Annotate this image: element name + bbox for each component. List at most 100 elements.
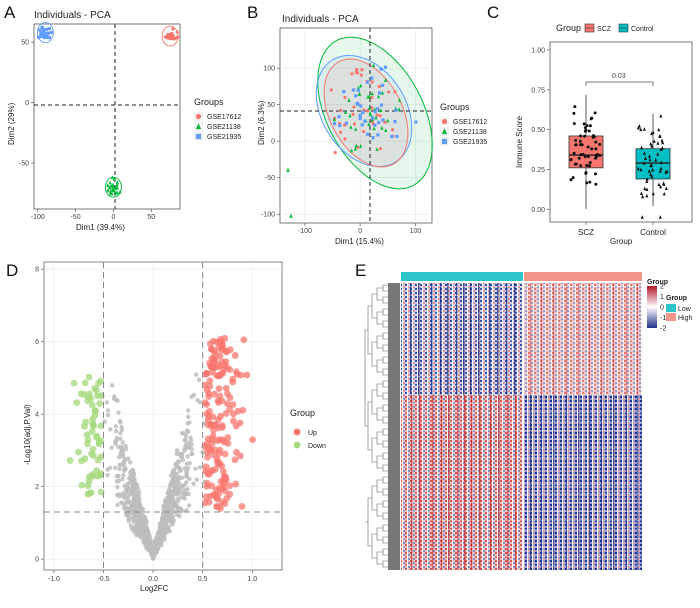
- volcano-point-up: [208, 364, 216, 371]
- pca-point: [374, 115, 378, 120]
- jitter-point: [642, 151, 646, 155]
- volcano-point: [155, 546, 161, 552]
- heatmap-row-divider: [401, 439, 642, 440]
- x-tick-label: -100: [298, 228, 312, 235]
- volcano-point-up: [229, 401, 237, 408]
- jitter-point: [656, 141, 660, 145]
- volcano-point: [107, 465, 113, 471]
- heatmap-stripe: [553, 283, 555, 395]
- volcano-point-up: [216, 392, 224, 400]
- volcano-point: [108, 427, 113, 432]
- box: [635, 148, 671, 180]
- jitter-point: [645, 177, 649, 181]
- volcano-point: [132, 507, 137, 512]
- points-a: [36, 22, 180, 198]
- pca-point: [349, 148, 354, 153]
- pca-point: [47, 35, 51, 40]
- volcano-point: [145, 530, 150, 535]
- annotation-legend-title-e: Group: [666, 295, 687, 302]
- jitter-point: [651, 191, 655, 196]
- volcano-point: [157, 521, 163, 527]
- volcano-point: [157, 536, 162, 541]
- y-tick-label: -50: [265, 175, 275, 182]
- legend-title-a: Groups: [194, 97, 224, 107]
- jitter-point: [659, 184, 663, 189]
- volcano-point-down: [66, 457, 74, 464]
- dendrogram-branch: [382, 332, 388, 340]
- legend-b: Groups GSE17612 GSE21138 GSE21935: [440, 102, 487, 146]
- volcano-point: [139, 508, 144, 513]
- pca-point: [106, 183, 110, 187]
- pca-point: [110, 185, 114, 189]
- y-tick-label: 4: [35, 412, 39, 419]
- jitter-point: [660, 146, 664, 150]
- volcano-point: [116, 410, 121, 415]
- jitter-point: [639, 127, 643, 132]
- jitter-point: [640, 145, 644, 150]
- volcano-point-down: [84, 440, 91, 448]
- volcano-point: [167, 511, 172, 516]
- heatmap-stripe: [498, 395, 500, 570]
- jitter-point: [571, 176, 575, 180]
- dendrogram-branch: [376, 359, 383, 373]
- heatmap-stripe: [553, 395, 555, 570]
- volcano-point: [113, 429, 119, 434]
- pca-point: [354, 127, 358, 131]
- volcano-point: [146, 541, 151, 547]
- pca-point: [386, 118, 390, 123]
- jitter-point: [650, 131, 654, 136]
- legend-label: High: [678, 315, 693, 322]
- legend-label: Up: [308, 430, 317, 437]
- jitter-point: [664, 170, 668, 174]
- pca-point: [398, 97, 402, 102]
- pca-point: [352, 105, 356, 109]
- dendrogram-branch: [382, 464, 388, 472]
- volcano-point-down: [96, 400, 104, 408]
- jitter-point: [658, 134, 662, 138]
- dendrogram-branch: [367, 401, 372, 451]
- volcano-point: [128, 460, 133, 465]
- panel-label-b: B: [247, 3, 258, 22]
- pca-point: [286, 167, 290, 172]
- volcano-point: [169, 500, 175, 506]
- volcano-point: [186, 492, 191, 497]
- y-tick-label: 2: [35, 484, 39, 491]
- dendrogram-branch: [382, 536, 388, 544]
- volcano-point-up: [206, 382, 214, 390]
- jitter-point: [583, 129, 587, 133]
- volcano-point: [114, 479, 120, 484]
- heatmap-row-divider: [401, 286, 642, 287]
- heatmap-stripe: [457, 395, 459, 570]
- volcano-point: [145, 534, 150, 539]
- volcano-point: [168, 495, 174, 500]
- heatmap-block-tr: [524, 283, 642, 395]
- legend-label: SCZ: [597, 26, 612, 33]
- heatmap-row-divider: [401, 556, 642, 557]
- dendrogram-branch: [376, 311, 383, 325]
- volcano-point-up: [222, 384, 230, 392]
- legend-title-e: Group: [647, 279, 668, 286]
- dendrogram-branch: [376, 383, 383, 397]
- panel-label-a: A: [4, 3, 16, 22]
- heatmap-row-divider: [401, 475, 642, 476]
- pca-point: [359, 83, 363, 88]
- pca-point: [370, 76, 374, 80]
- volcano-point-down: [70, 379, 78, 387]
- dendrogram-branch: [382, 560, 388, 568]
- volcano-point-up: [232, 480, 240, 488]
- pca-point: [175, 30, 179, 34]
- volcano-point-up: [215, 385, 223, 393]
- heatmap-row-divider: [401, 538, 642, 539]
- pca-point: [347, 98, 351, 102]
- heatmap-stripe: [489, 283, 491, 395]
- volcano-point: [117, 466, 122, 472]
- x-axis-title-b: Dim1 (15.4%): [335, 237, 384, 246]
- pca-point: [371, 136, 375, 140]
- pca-point: [169, 37, 173, 41]
- jitter-point: [652, 139, 656, 143]
- volcano-point: [140, 532, 146, 537]
- pca-point: [370, 117, 374, 122]
- x-ticks-d: -1.0 -0.5 0.0 0.5 1.0: [48, 570, 257, 583]
- pca-point: [377, 84, 381, 89]
- volcano-point-down: [93, 432, 101, 440]
